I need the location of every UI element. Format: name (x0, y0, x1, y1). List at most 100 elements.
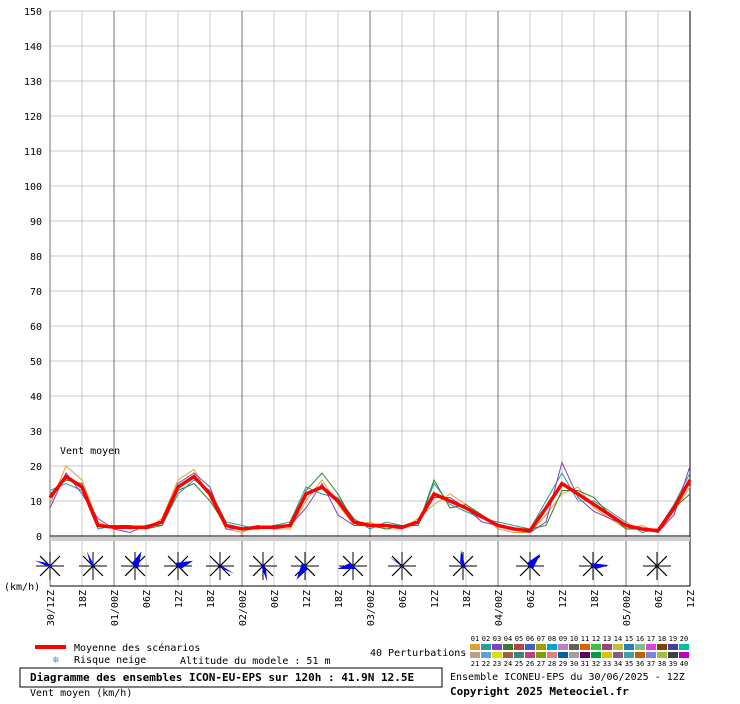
footer-title: Diagramme des ensembles ICON-EU-EPS sur … (30, 671, 414, 684)
perturbation-label: 18 (658, 635, 666, 643)
perturbation-label: 01 (471, 635, 479, 643)
wind-rose-shape (175, 560, 194, 569)
altitude: Altitude du modele : 51 m (180, 656, 331, 667)
x-tick-label: 18Z (462, 590, 473, 608)
x-tick-label: 06Z (654, 590, 665, 608)
perturbation-swatch (514, 644, 524, 650)
wind-rose-shape (260, 563, 268, 582)
perturbation-swatch (470, 652, 480, 658)
perturbation-swatch (635, 644, 645, 650)
y-tick-label: 0 (36, 532, 42, 543)
perturbation-label: 39 (669, 660, 677, 668)
x-tick-label: 06Z (398, 590, 409, 608)
wind-rose-shape (590, 563, 609, 569)
perturbation-label: 10 (570, 635, 578, 643)
y-tick-label: 80 (30, 252, 42, 263)
perturbation-swatch (580, 652, 590, 658)
x-tick-label: 12Z (430, 590, 441, 608)
x-tick-label: 18Z (206, 590, 217, 608)
perturbation-label: 04 (504, 635, 512, 643)
perturbation-swatch (602, 652, 612, 658)
perturbation-swatch (547, 652, 557, 658)
perturbation-label: 13 (603, 635, 611, 643)
perturbation-swatch (569, 652, 579, 658)
perturbation-label: 02 (482, 635, 490, 643)
wind-rose-shape (389, 556, 405, 569)
perturbation-swatch (613, 644, 623, 650)
perturbation-label: 07 (537, 635, 545, 643)
x-tick-label: 04/00Z (494, 590, 505, 626)
wind-rose-shape (527, 553, 541, 569)
run-info: Ensemble ICONEU-EPS du 30/06/2025 - 12Z (450, 672, 685, 683)
annotation: Vent moyen (60, 446, 120, 457)
perturbation-label: 31 (581, 660, 589, 668)
perturbation-swatch (558, 644, 568, 650)
y-tick-label: 150 (24, 7, 42, 18)
y-tick-label: 20 (30, 462, 42, 473)
perturbation-swatch (503, 644, 513, 650)
y-tick-label: 130 (24, 77, 42, 88)
perturbation-swatch (602, 644, 612, 650)
x-tick-label: 02/00Z (238, 590, 249, 626)
perturbation-label: 12 (592, 635, 600, 643)
perturbation-label: 37 (647, 660, 655, 668)
perturbations-title: 40 Perturbations (370, 648, 466, 659)
perturbation-swatch (514, 652, 524, 658)
perturbation-label: 17 (647, 635, 655, 643)
perturbation-label: 40 (680, 660, 688, 668)
x-tick-label: 12Z (302, 590, 313, 608)
perturbation-label: 27 (537, 660, 545, 668)
perturbation-label: 34 (614, 660, 622, 668)
footer-subtitle: Vent moyen (km/h) (30, 688, 132, 699)
perturbation-swatch (591, 652, 601, 658)
perturbation-swatch (646, 644, 656, 650)
y-tick-label: 10 (30, 497, 42, 508)
y-unit: (km/h) (4, 582, 40, 593)
perturbation-swatch (525, 652, 535, 658)
perturbation-swatch (657, 652, 667, 658)
perturbation-swatch (536, 644, 546, 650)
x-tick-label: 30/12Z (46, 590, 57, 626)
perturbation-label: 15 (625, 635, 633, 643)
perturbation-label: 36 (636, 660, 644, 668)
perturbation-label: 09 (559, 635, 567, 643)
x-tick-label: 05/00Z (622, 590, 633, 626)
perturbation-label: 30 (570, 660, 578, 668)
x-tick-label: 18Z (334, 590, 345, 608)
perturbation-label: 24 (504, 660, 512, 668)
perturbation-swatch (624, 644, 634, 650)
y-tick-label: 110 (24, 147, 42, 158)
x-tick-label: 01/00Z (110, 590, 121, 626)
wind-band (50, 537, 690, 541)
perturbation-label: 08 (548, 635, 556, 643)
y-tick-label: 50 (30, 357, 42, 368)
perturbation-label: 25 (515, 660, 523, 668)
perturbation-swatch (536, 652, 546, 658)
wind-rose-shape (460, 550, 466, 569)
x-tick-label: 06Z (142, 590, 153, 608)
perturbation-swatch (679, 644, 689, 650)
perturbation-swatch (470, 644, 480, 650)
y-tick-label: 120 (24, 112, 42, 123)
wind-rose-shape (34, 560, 53, 569)
perturbation-label: 14 (614, 635, 622, 643)
perturbation-swatch (569, 644, 579, 650)
x-tick-label: 03/00Z (366, 590, 377, 626)
perturbation-label: 06 (526, 635, 534, 643)
perturbation-label: 23 (493, 660, 501, 668)
perturbation-swatch (668, 644, 678, 650)
copyright: Copyright 2025 Meteociel.fr (450, 685, 629, 698)
perturbation-label: 20 (680, 635, 688, 643)
perturbation-swatch (525, 644, 535, 650)
perturbation-swatch (591, 644, 601, 650)
perturbation-swatch (668, 652, 678, 658)
y-tick-label: 70 (30, 287, 42, 298)
perturbation-swatch (481, 652, 491, 658)
wind-rose-shape (296, 563, 308, 580)
y-tick-label: 90 (30, 217, 42, 228)
wind-rose-shape (337, 563, 356, 570)
legend-label: Moyenne des scénarios (74, 642, 200, 654)
perturbation-swatch (613, 652, 623, 658)
perturbation-swatch (635, 652, 645, 658)
